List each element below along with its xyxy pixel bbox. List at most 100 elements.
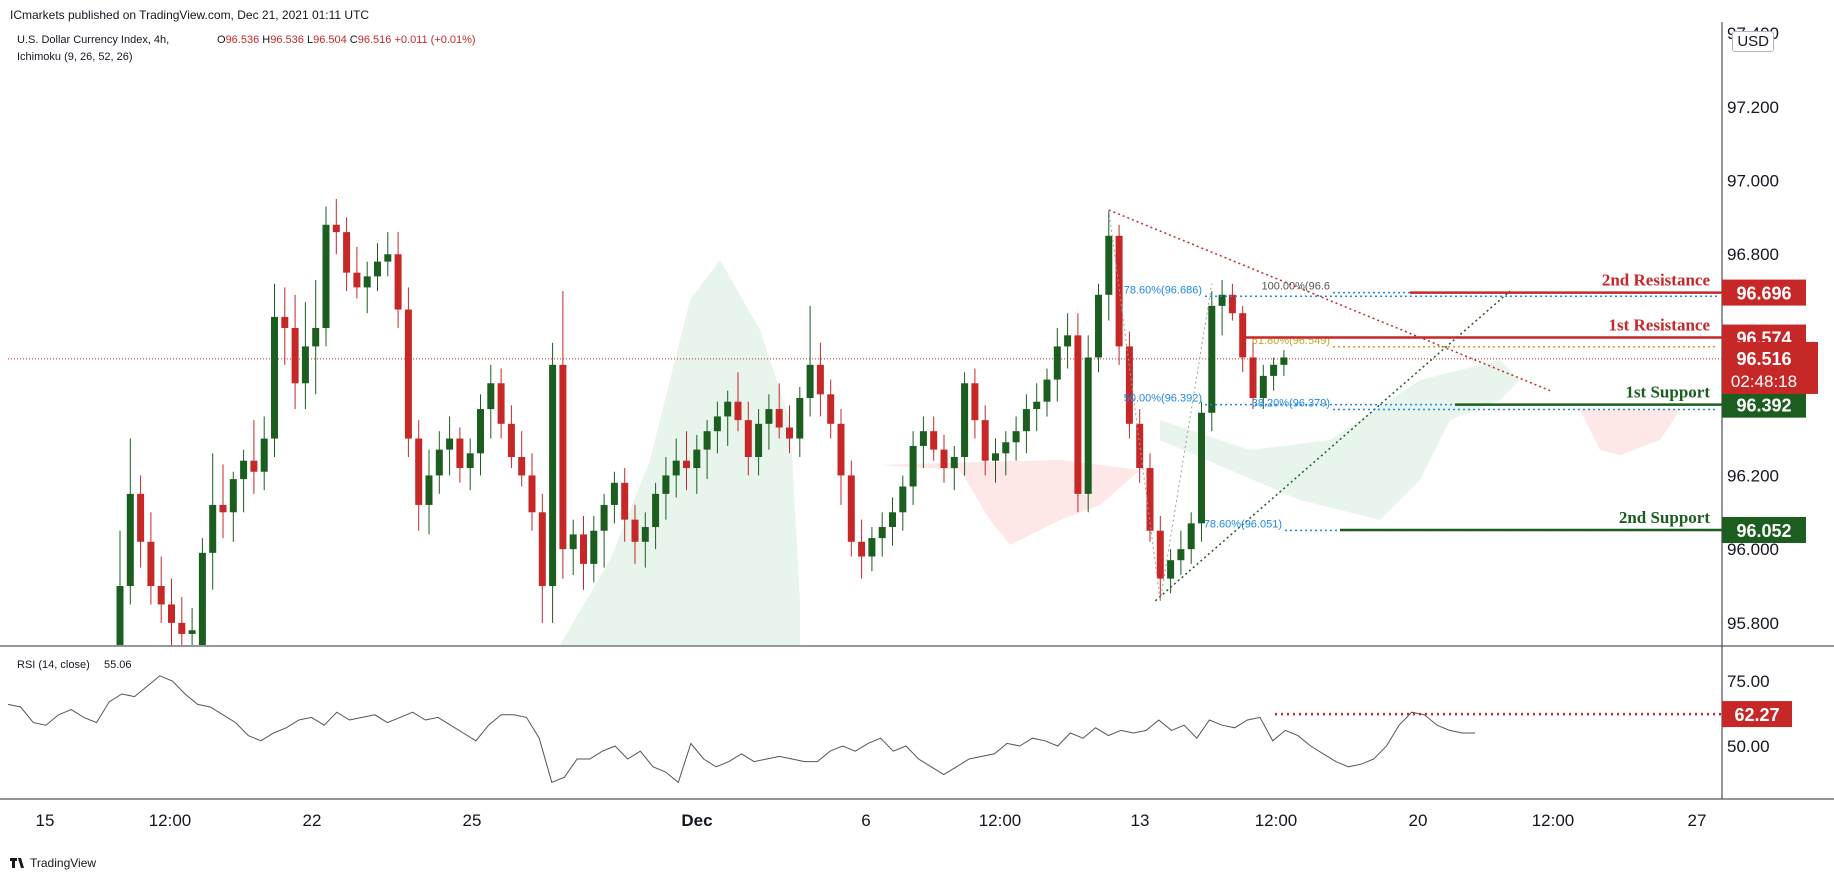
candle-body bbox=[662, 475, 670, 494]
candle-body bbox=[1095, 294, 1102, 358]
candle-body bbox=[1259, 375, 1267, 399]
tradingview-logo[interactable]: TradingView bbox=[10, 856, 96, 870]
candle-body bbox=[466, 453, 474, 469]
candle-body bbox=[168, 604, 175, 623]
candle-body bbox=[1198, 412, 1205, 524]
candle-body bbox=[580, 534, 587, 564]
open-label: O bbox=[217, 34, 226, 46]
candle-body bbox=[827, 394, 835, 424]
candle-body bbox=[1033, 401, 1041, 410]
candle-body bbox=[219, 504, 227, 513]
candle-body bbox=[332, 224, 340, 233]
fib-retrace-line-2 bbox=[1159, 283, 1213, 601]
ichimoku-cloud-green-2 bbox=[1160, 360, 1520, 520]
candle-body bbox=[126, 493, 134, 587]
candle-body bbox=[1053, 346, 1061, 380]
rsi-level-tag bbox=[1722, 701, 1792, 728]
candle-body bbox=[538, 512, 546, 587]
candle-body bbox=[961, 383, 969, 457]
candle-body bbox=[909, 445, 917, 487]
candle-body bbox=[621, 482, 629, 520]
candle-body bbox=[610, 482, 618, 505]
candle-body bbox=[1167, 560, 1175, 579]
candle-body bbox=[1002, 442, 1010, 454]
rsi-tick-label: 50.00 bbox=[1727, 737, 1770, 756]
candle-body bbox=[209, 504, 217, 553]
indicator-title[interactable]: Ichimoku (9, 26, 52, 26) bbox=[17, 51, 133, 63]
candle-body bbox=[240, 460, 248, 480]
trendline-resistance bbox=[1108, 209, 1551, 392]
candle-body bbox=[878, 527, 886, 539]
candle-body bbox=[1012, 431, 1020, 443]
current-price-countdown: 02:48:18 bbox=[1731, 372, 1797, 391]
candle-body bbox=[971, 383, 979, 421]
candle-body bbox=[549, 364, 557, 587]
candle-body bbox=[981, 420, 989, 461]
candle-body bbox=[744, 420, 752, 457]
candle-body bbox=[374, 261, 381, 277]
candle-body bbox=[1105, 235, 1113, 295]
candle-body bbox=[343, 232, 351, 273]
candle-body bbox=[281, 316, 289, 328]
candle-body bbox=[755, 423, 763, 457]
candle-body bbox=[1270, 364, 1278, 376]
candle-body bbox=[569, 534, 577, 550]
candle-body bbox=[559, 364, 567, 550]
candle-body bbox=[116, 586, 124, 645]
candle-body bbox=[641, 527, 649, 542]
candle-body bbox=[1074, 335, 1082, 494]
candle-body bbox=[1156, 530, 1164, 579]
candle-body bbox=[683, 460, 690, 469]
time-tick-label: 12:00 bbox=[979, 811, 1022, 830]
candle-body bbox=[1084, 357, 1092, 494]
current-price-value: 96.516 bbox=[1736, 349, 1791, 369]
candle-body bbox=[652, 493, 660, 528]
candle-body bbox=[724, 401, 732, 417]
time-tick-label: 20 bbox=[1409, 811, 1428, 830]
candle-body bbox=[796, 398, 804, 439]
candle-body bbox=[250, 460, 258, 472]
price-tick-label: 95.800 bbox=[1727, 614, 1779, 633]
time-tick-label: 13 bbox=[1131, 811, 1150, 830]
candle-body bbox=[271, 316, 278, 439]
candle-body bbox=[1218, 294, 1226, 306]
candle-body bbox=[693, 449, 701, 469]
price-tick-label: 96.200 bbox=[1727, 466, 1779, 485]
symbol-title[interactable]: U.S. Dollar Currency Index, 4h, bbox=[17, 34, 170, 46]
candle-body bbox=[590, 530, 598, 564]
candle-body bbox=[889, 512, 896, 528]
candle-body bbox=[1064, 335, 1072, 347]
candle-body bbox=[157, 586, 165, 605]
candle-body bbox=[816, 364, 824, 395]
time-tick-label: 27 bbox=[1688, 811, 1707, 830]
rsi-tick-label: 75.00 bbox=[1727, 672, 1770, 691]
candle-body bbox=[1280, 357, 1288, 365]
fib-level-label: 100.00%(96.6 bbox=[1262, 281, 1331, 293]
fib-level-label: 78.60%(96.686) bbox=[1124, 284, 1202, 296]
low-value: 96.504 bbox=[313, 34, 347, 46]
candle-body bbox=[837, 423, 845, 476]
candle-body bbox=[734, 401, 742, 421]
published-caption: ICmarkets published on TradingView.com, … bbox=[10, 8, 370, 22]
price-tick-label: 96.800 bbox=[1727, 245, 1779, 264]
candle-body bbox=[858, 541, 866, 557]
high-label: H bbox=[262, 34, 271, 46]
rsi-level-value: 62.27 bbox=[1734, 705, 1779, 725]
candle-body bbox=[322, 224, 330, 328]
candle-body bbox=[1228, 294, 1236, 314]
candle-body bbox=[703, 431, 711, 450]
currency-button[interactable]: USD bbox=[1732, 31, 1774, 52]
candle-body bbox=[137, 493, 145, 542]
candle-body bbox=[1043, 379, 1051, 402]
candle-body bbox=[260, 438, 268, 472]
ichimoku-cloud-red-2 bbox=[1580, 410, 1680, 455]
candle-body bbox=[940, 449, 948, 469]
candle-body bbox=[950, 456, 958, 469]
brand-label: TradingView bbox=[30, 856, 97, 870]
price-tick-label: 97.200 bbox=[1727, 98, 1779, 117]
candle-body bbox=[178, 622, 186, 634]
candle-body bbox=[477, 409, 484, 454]
candle-body bbox=[528, 475, 536, 513]
candle-body bbox=[1125, 346, 1133, 424]
close-value: 96.516 bbox=[357, 34, 392, 46]
